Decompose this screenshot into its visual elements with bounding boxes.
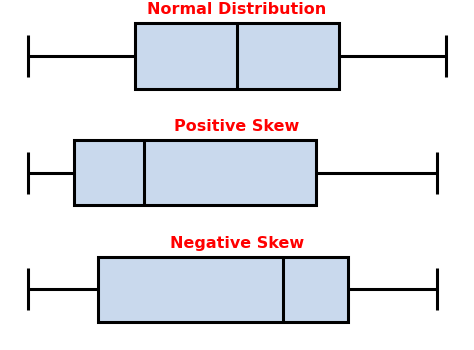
Bar — [98, 257, 348, 322]
Text: Negative Skew: Negative Skew — [170, 236, 304, 251]
Text: Normal Distribution: Normal Distribution — [147, 2, 327, 18]
Text: Positive Skew: Positive Skew — [174, 119, 300, 134]
Bar — [135, 23, 339, 89]
Bar — [74, 140, 316, 205]
